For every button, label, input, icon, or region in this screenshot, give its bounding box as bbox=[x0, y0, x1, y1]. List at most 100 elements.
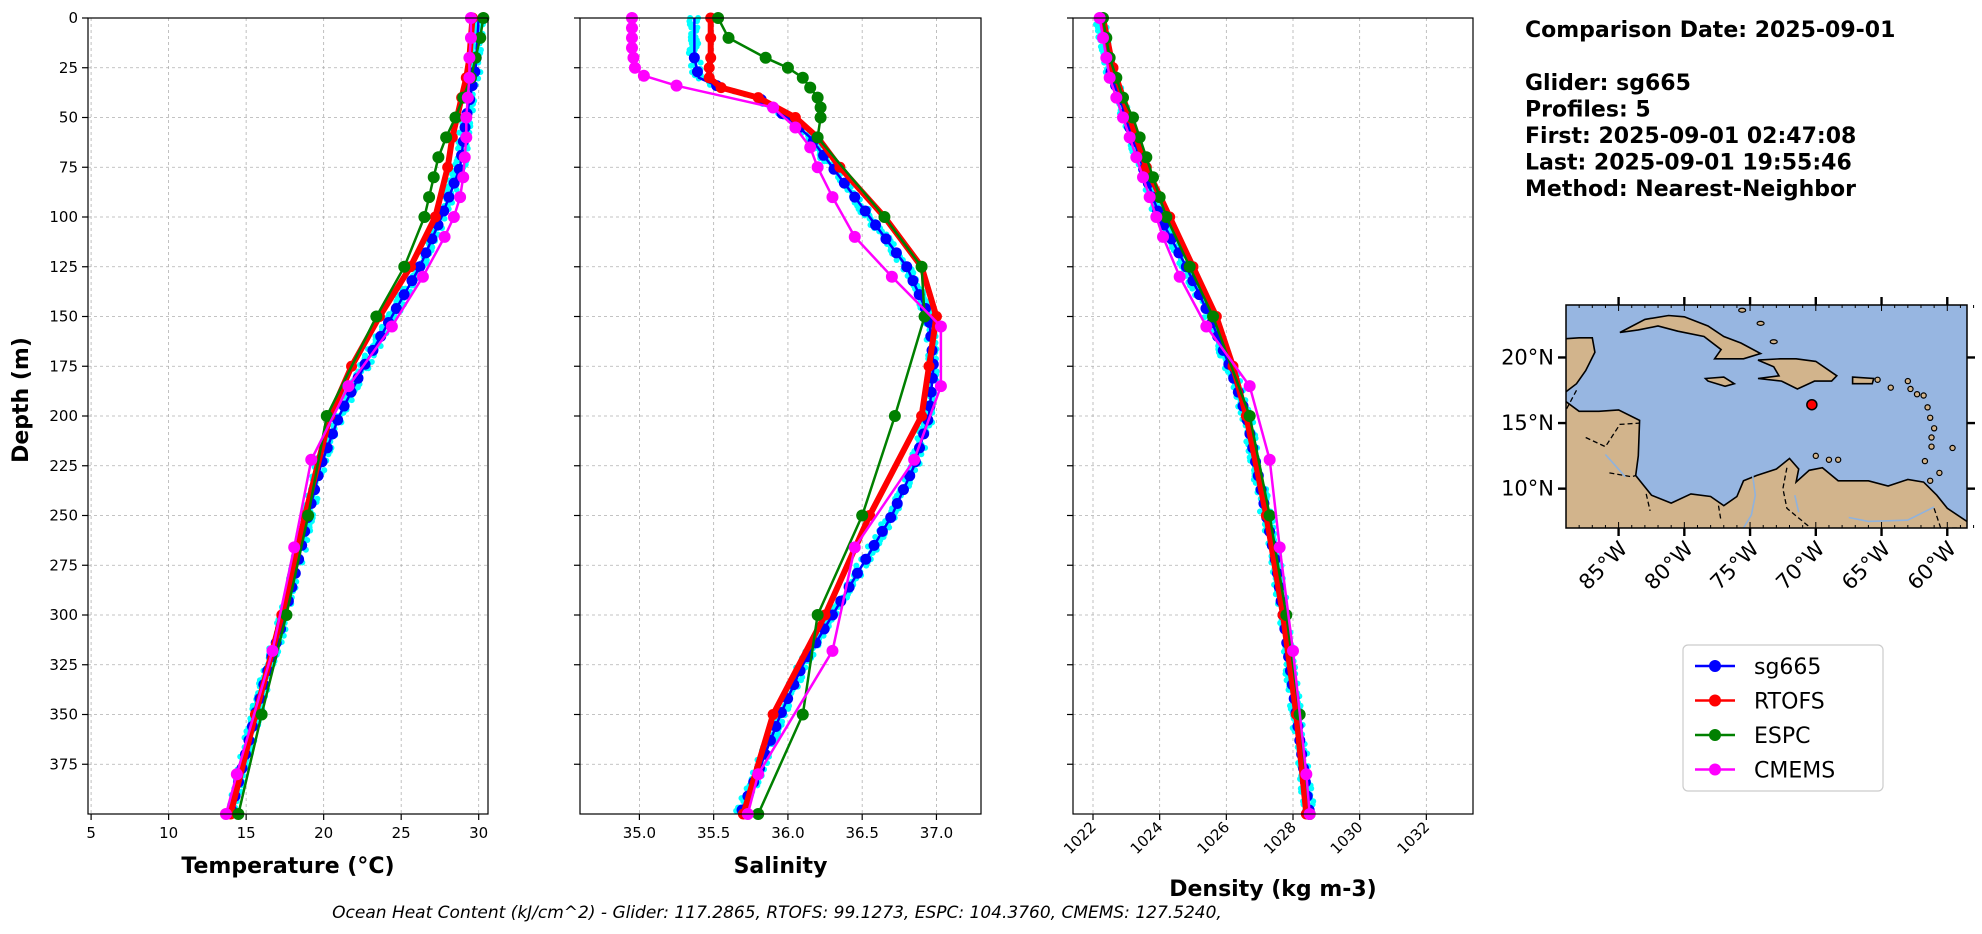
legend-entry-espc: ESPC bbox=[1695, 724, 1811, 749]
data-point bbox=[1273, 541, 1286, 554]
data-point bbox=[826, 644, 839, 657]
y-tick-label: 325 bbox=[49, 656, 78, 674]
data-point bbox=[420, 247, 432, 259]
y-tick-label: 0 bbox=[68, 9, 78, 27]
data-point bbox=[811, 131, 824, 144]
data-point bbox=[1157, 230, 1169, 243]
data-point bbox=[885, 511, 897, 523]
data-point bbox=[876, 525, 888, 537]
data-point bbox=[1243, 410, 1256, 422]
x-tick-label: 1022 bbox=[1060, 818, 1100, 858]
info-text-block: Comparison Date: 2025-09-01 Glider: sg665… bbox=[1525, 18, 1895, 202]
data-point bbox=[811, 161, 824, 174]
data-point bbox=[1207, 310, 1219, 323]
data-point bbox=[796, 708, 809, 721]
data-point bbox=[814, 101, 827, 114]
data-point bbox=[888, 410, 901, 422]
river bbox=[1742, 475, 1757, 528]
data-point bbox=[1153, 191, 1166, 204]
data-point bbox=[390, 303, 402, 315]
legend-entry-rtofs: RTOFS bbox=[1695, 690, 1825, 715]
raw-glider-point bbox=[910, 269, 917, 276]
legend-label: sg665 bbox=[1754, 655, 1821, 680]
raw-glider-point bbox=[886, 524, 893, 531]
legend-marker bbox=[1709, 763, 1721, 776]
map-lat-label: 10°N bbox=[1501, 477, 1554, 501]
data-point bbox=[868, 539, 880, 551]
island bbox=[1812, 452, 1820, 460]
island bbox=[1904, 377, 1912, 385]
data-point bbox=[897, 484, 909, 496]
data-point bbox=[1150, 211, 1163, 223]
raw-glider-point bbox=[688, 62, 695, 69]
raw-glider-point bbox=[785, 705, 792, 712]
legend-marker bbox=[1709, 660, 1721, 672]
data-point bbox=[406, 275, 418, 287]
data-point bbox=[320, 410, 333, 422]
info-line: Last: 2025-09-01 19:55:46 bbox=[1525, 151, 1852, 176]
x-tick-label: 1024 bbox=[1127, 818, 1167, 858]
country-border bbox=[1585, 422, 1640, 448]
map-inset: 20°N 15°N 10°N 85°W 80°W 75°W 70°W 65°W 60°W bbox=[1501, 297, 1975, 595]
island bbox=[1924, 404, 1931, 411]
data-point bbox=[438, 230, 451, 243]
data-point bbox=[342, 380, 355, 393]
data-point bbox=[904, 470, 916, 482]
map-lon-label: 80°W bbox=[1640, 536, 1698, 594]
data-point bbox=[305, 453, 318, 466]
country-border bbox=[1609, 472, 1636, 478]
x-axis-title: Density (kg m-3) bbox=[1169, 877, 1377, 902]
data-point bbox=[856, 509, 869, 522]
info-line: Method: Nearest-Neighbor bbox=[1525, 177, 1856, 202]
y-axis-title: Depth (m) bbox=[9, 337, 34, 463]
map-lat-label: 20°N bbox=[1501, 345, 1554, 369]
data-point bbox=[1183, 260, 1196, 273]
x-tick-label: 37.0 bbox=[920, 824, 953, 842]
data-point bbox=[416, 270, 429, 283]
data-point bbox=[423, 191, 436, 204]
data-point bbox=[1243, 380, 1256, 393]
data-point bbox=[458, 151, 471, 164]
island bbox=[1930, 425, 1938, 432]
y-tick-label: 275 bbox=[49, 556, 78, 574]
data-point bbox=[266, 644, 279, 657]
x-tick-label: 25 bbox=[392, 824, 411, 842]
data-point bbox=[1200, 320, 1213, 333]
x-tick-label: 10 bbox=[159, 824, 178, 842]
map-lon-label: 65°W bbox=[1837, 536, 1895, 594]
raw-glider-point bbox=[441, 215, 448, 222]
data-point bbox=[1300, 768, 1313, 781]
data-point bbox=[901, 261, 913, 273]
x-tick-label: 30 bbox=[469, 824, 488, 842]
x-tick-label: 1028 bbox=[1260, 818, 1300, 858]
island bbox=[1926, 414, 1934, 422]
raw-glider-point bbox=[454, 145, 461, 152]
legend-marker bbox=[1709, 729, 1721, 741]
cuba bbox=[1619, 314, 1763, 360]
island bbox=[1921, 457, 1929, 465]
data-point bbox=[230, 768, 243, 781]
data-point bbox=[443, 191, 455, 203]
data-point bbox=[848, 541, 861, 554]
data-point bbox=[448, 177, 460, 189]
x-tick-label: 35.0 bbox=[623, 824, 656, 842]
island bbox=[1907, 385, 1914, 393]
raw-glider-point bbox=[304, 537, 311, 544]
data-point bbox=[1287, 644, 1299, 657]
data-point bbox=[637, 69, 650, 82]
raw-glider-point bbox=[893, 256, 900, 263]
data-point bbox=[848, 230, 861, 243]
info-line: First: 2025-09-01 02:47:08 bbox=[1525, 124, 1856, 149]
data-point bbox=[1263, 453, 1276, 466]
x-tick-label: 36.0 bbox=[771, 824, 804, 842]
data-point bbox=[1097, 31, 1109, 44]
data-point bbox=[705, 52, 717, 64]
data-point bbox=[628, 61, 641, 74]
x-tick-label: 36.5 bbox=[845, 824, 878, 842]
map-lon-label: 85°W bbox=[1574, 536, 1632, 594]
x-tick-label: 35.5 bbox=[697, 824, 730, 842]
data-point bbox=[1100, 51, 1113, 64]
data-point bbox=[878, 211, 891, 223]
ocean-heat-content-footer: Ocean Heat Content (kJ/cm^2) - Glider: 1… bbox=[332, 903, 1222, 923]
data-point bbox=[474, 31, 487, 44]
